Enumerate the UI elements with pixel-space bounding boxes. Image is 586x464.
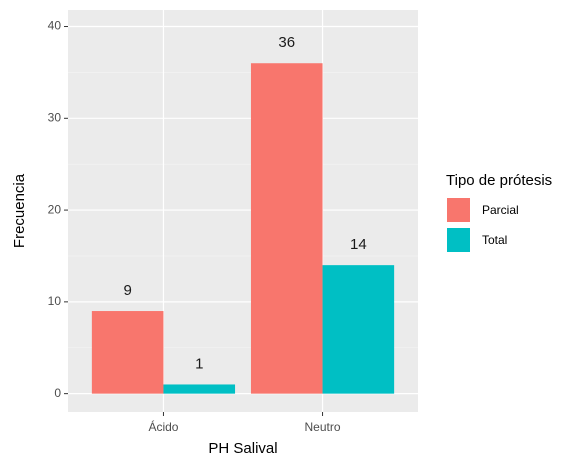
x-axis-title: PH Salival: [208, 440, 277, 457]
bar: [163, 384, 236, 394]
y-tick-label: 0: [54, 386, 61, 400]
y-axis-title: Frecuencia: [11, 173, 28, 248]
legend-label: Total: [482, 233, 507, 247]
legend-title: Tipo de prótesis: [446, 172, 552, 189]
value-label: 9: [123, 282, 131, 299]
bar: [250, 63, 323, 394]
y-tick-label: 10: [48, 294, 62, 308]
y-tick-label: 20: [48, 202, 62, 216]
bar: [91, 311, 164, 394]
y-tick-label: 30: [48, 110, 62, 124]
legend-label: Parcial: [482, 203, 519, 217]
value-label: 14: [350, 236, 367, 253]
legend-key: [447, 228, 470, 252]
legend-key: [447, 198, 470, 222]
y-tick-label: 40: [48, 19, 62, 33]
value-label: 36: [278, 34, 295, 51]
bar: [322, 265, 395, 394]
value-label: 1: [195, 355, 203, 372]
x-tick-label: Neutro: [305, 420, 341, 434]
x-tick-label: Ácido: [148, 419, 178, 434]
